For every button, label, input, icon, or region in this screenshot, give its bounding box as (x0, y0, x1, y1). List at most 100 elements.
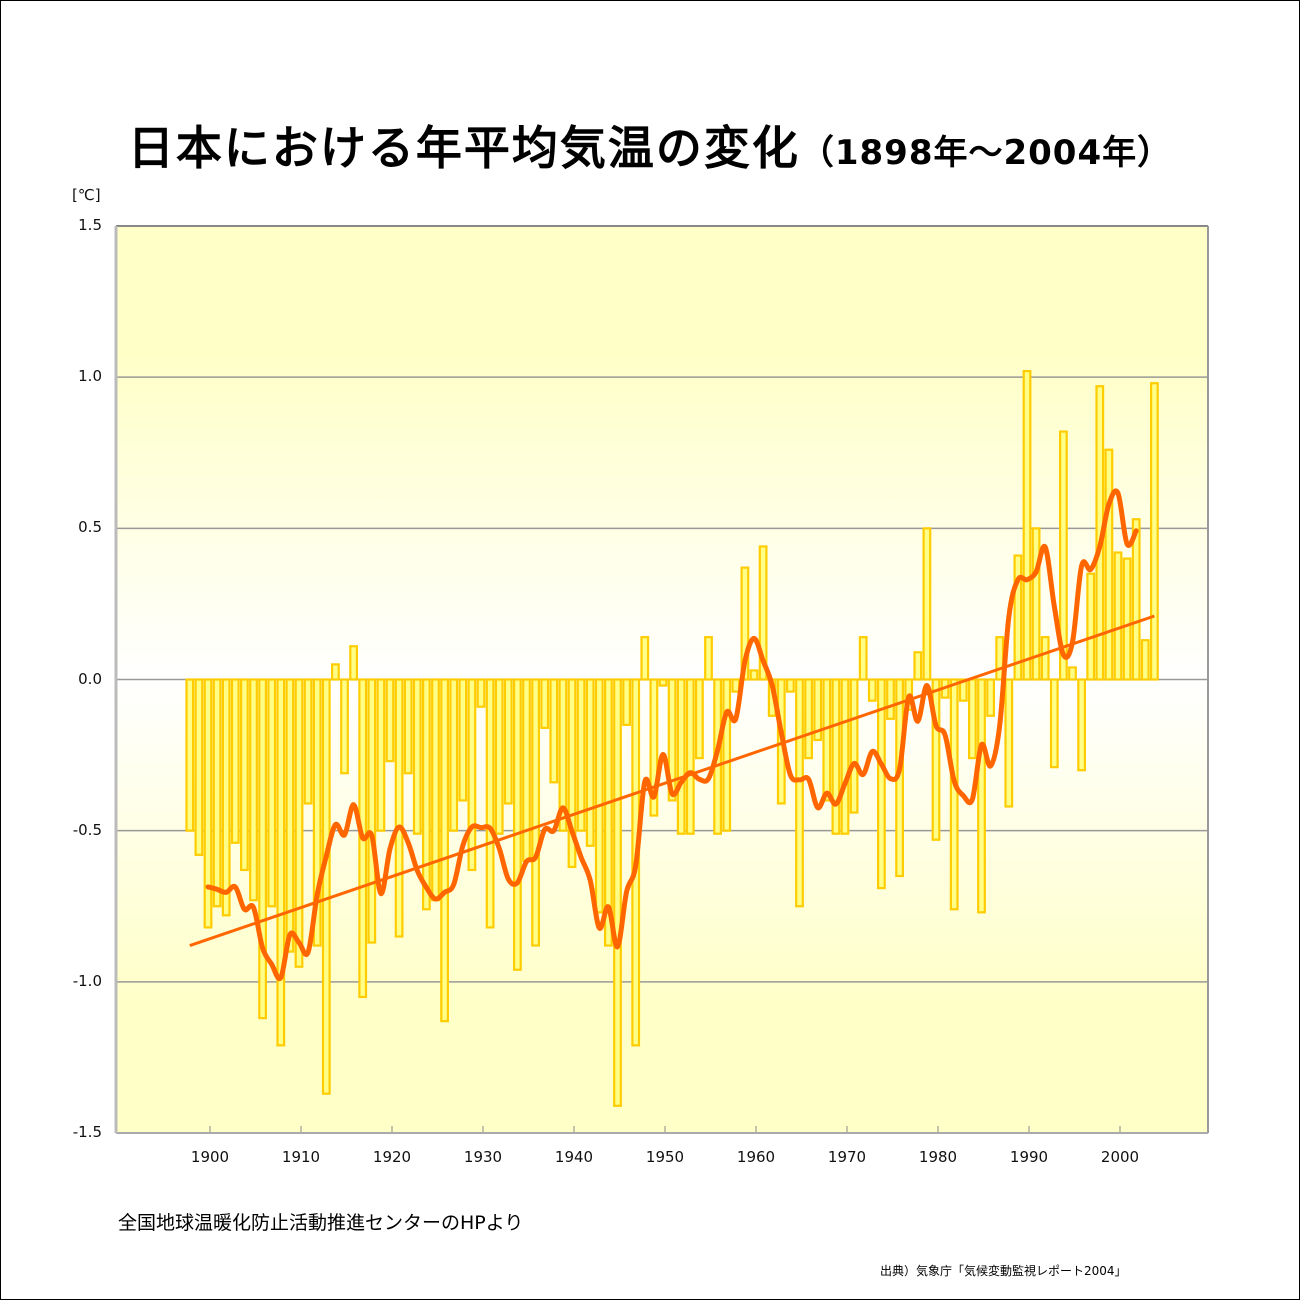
bar-1915 (340, 678, 349, 775)
bar-1951 (667, 678, 677, 802)
bar-1974 (876, 678, 886, 890)
x-tick-label: 1960 (736, 1148, 776, 1166)
bar-1957 (722, 678, 732, 832)
bar-1903 (230, 678, 240, 844)
bar-1904 (240, 678, 249, 872)
bar-series (185, 370, 1159, 1107)
x-tick-label: 1900 (190, 1148, 230, 1166)
bar-1916 (349, 645, 358, 681)
bar-1964 (785, 678, 795, 693)
bar-2000 (1113, 551, 1123, 681)
bar-1926 (440, 678, 449, 1023)
bar-1935 (522, 678, 531, 862)
y-tick-label: -1.5 (72, 1123, 102, 1141)
bar-1901 (212, 678, 222, 908)
x-tick-label: 1970 (827, 1148, 867, 1166)
title-main: 日本における年平均気温の変化 (127, 121, 800, 175)
bar-1968 (822, 678, 832, 802)
bar-1921 (394, 678, 404, 938)
bar-1944 (603, 678, 613, 947)
bar-1906 (258, 678, 267, 1020)
bar-1983 (958, 678, 968, 702)
bar-1943 (594, 678, 604, 914)
x-tick-label: 2000 (1100, 1148, 1140, 1166)
bar-1930 (476, 678, 486, 708)
y-tick-label: 1.5 (78, 216, 102, 234)
bar-1908 (276, 678, 286, 1047)
bar-1978 (913, 651, 923, 681)
bar-1919 (376, 678, 386, 832)
line-series (189, 488, 1155, 982)
bar-1909 (285, 678, 295, 953)
bar-1914 (331, 663, 340, 681)
bar-1984 (967, 678, 977, 760)
y-tick-label: 0.0 (78, 669, 102, 688)
bar-1965 (795, 678, 804, 908)
bar-1925 (431, 678, 440, 902)
bar-1959 (740, 566, 750, 681)
x-tick-label: 1950 (645, 1148, 685, 1166)
trend-line (189, 614, 1155, 947)
bar-1934 (512, 678, 522, 971)
bar-1937 (540, 678, 550, 729)
bar-1990 (1022, 370, 1032, 681)
bar-1905 (249, 678, 258, 902)
bar-1980 (931, 678, 941, 841)
bar-1994 (1058, 430, 1068, 681)
bar-1955 (704, 636, 713, 681)
bar-1938 (549, 678, 559, 784)
bar-1946 (622, 678, 631, 726)
bar-1992 (1040, 636, 1050, 681)
bar-1950 (658, 678, 668, 687)
bar-1945 (613, 678, 622, 1107)
bar-1996 (1077, 678, 1087, 772)
bar-1960 (749, 669, 759, 681)
bar-1972 (858, 636, 868, 681)
x-tick-label: 1920 (372, 1148, 412, 1166)
bar-1923 (412, 678, 422, 835)
bar-1920 (385, 678, 395, 763)
credit-note: 全国地球温暖化防止活動推進センターのHPより (118, 1212, 524, 1234)
bar-2004 (1149, 382, 1159, 681)
bar-1995 (1068, 666, 1077, 681)
bar-2001 (1122, 557, 1132, 681)
bar-1918 (367, 678, 377, 944)
bar-1927 (449, 678, 459, 832)
bar-1970 (840, 678, 850, 835)
bar-2002 (1131, 518, 1141, 681)
bar-1991 (1031, 527, 1041, 681)
x-tick-label: 1910 (281, 1148, 321, 1166)
bar-2003 (1140, 639, 1150, 681)
bar-1924 (422, 678, 431, 911)
bar-1973 (867, 678, 877, 702)
bar-1985 (977, 678, 986, 914)
bar-1948 (640, 636, 650, 681)
title-years: （1898年～2004年） (799, 133, 1173, 173)
bar-1912 (312, 678, 322, 947)
bar-1928 (458, 678, 468, 802)
bar-1988 (1004, 678, 1014, 808)
bar-1899 (194, 678, 204, 856)
bar-1989 (1013, 554, 1023, 681)
bar-1911 (303, 678, 313, 805)
bar-1966 (804, 678, 813, 760)
bar-1975 (886, 678, 895, 720)
bar-1952 (676, 678, 686, 835)
bar-1933 (503, 678, 513, 805)
bar-1979 (922, 527, 932, 681)
y-tick-label: 1.0 (78, 367, 102, 386)
y-tick-label: -0.5 (72, 820, 102, 839)
y-tick-label: -1.0 (72, 971, 102, 990)
bar-1939 (558, 678, 568, 832)
bar-1907 (267, 678, 277, 908)
bar-1929 (467, 678, 477, 872)
bar-1902 (221, 678, 231, 917)
bar-1898 (185, 678, 195, 832)
bar-1969 (831, 678, 841, 835)
bar-1931 (485, 678, 495, 929)
bar-1961 (758, 545, 768, 681)
bar-1942 (585, 678, 595, 847)
bar-1913 (321, 678, 331, 1095)
x-tick-label: 1990 (1009, 1148, 1049, 1166)
